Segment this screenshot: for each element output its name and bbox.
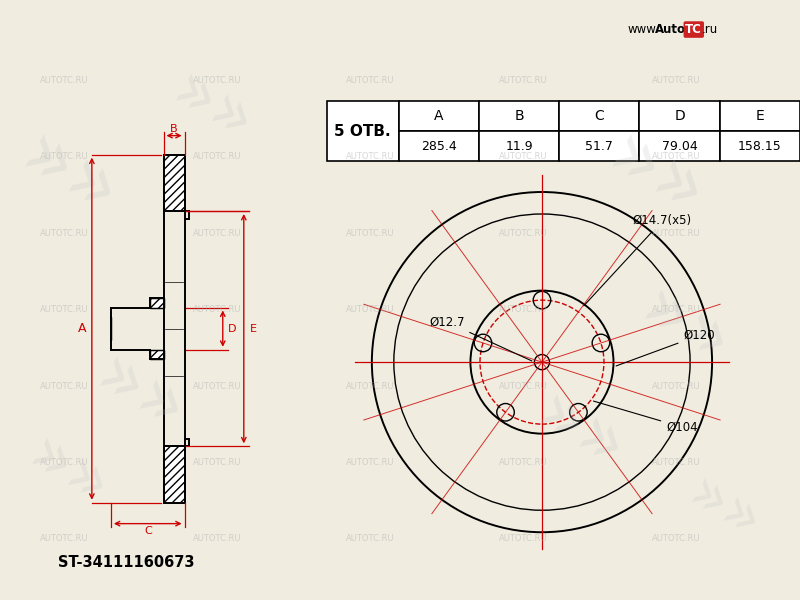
- Bar: [150, 298, 163, 308]
- Text: AUTOTC.RU: AUTOTC.RU: [499, 458, 547, 467]
- Text: .ru: .ru: [702, 23, 718, 36]
- Text: »»: »»: [626, 273, 744, 384]
- Text: AUTOTC.RU: AUTOTC.RU: [652, 535, 700, 544]
- Text: 11.9: 11.9: [506, 140, 533, 153]
- Text: 5 ОТВ.: 5 ОТВ.: [334, 124, 391, 139]
- Text: www.: www.: [628, 23, 659, 36]
- Text: AUTOTC.RU: AUTOTC.RU: [499, 152, 547, 161]
- Text: E: E: [755, 109, 764, 123]
- Text: AUTOTC.RU: AUTOTC.RU: [40, 152, 89, 161]
- Text: ST-34111160673: ST-34111160673: [58, 556, 194, 571]
- Text: 51.7: 51.7: [586, 140, 614, 153]
- Text: Ø12.7: Ø12.7: [430, 316, 532, 361]
- Text: Ø14.7(x5): Ø14.7(x5): [584, 214, 692, 306]
- Text: A: A: [78, 322, 86, 335]
- Bar: [327, 101, 398, 161]
- Text: »»: »»: [522, 379, 639, 489]
- Text: AUTOTC.RU: AUTOTC.RU: [193, 458, 242, 467]
- Text: AUTOTC.RU: AUTOTC.RU: [40, 229, 89, 238]
- Text: Ø120: Ø120: [616, 329, 715, 366]
- Bar: [479, 131, 559, 161]
- Text: AUTOTC.RU: AUTOTC.RU: [652, 152, 700, 161]
- Text: AUTOTC.RU: AUTOTC.RU: [499, 305, 547, 314]
- Text: AUTOTC.RU: AUTOTC.RU: [499, 229, 547, 238]
- Bar: [150, 298, 163, 308]
- Text: AUTOTC.RU: AUTOTC.RU: [346, 382, 394, 391]
- Text: D: D: [228, 323, 237, 334]
- Text: B: B: [514, 109, 524, 123]
- Text: AUTOTC.RU: AUTOTC.RU: [652, 305, 700, 314]
- Text: AUTOTC.RU: AUTOTC.RU: [652, 229, 700, 238]
- Text: D: D: [674, 109, 685, 123]
- Text: Ø104: Ø104: [594, 401, 698, 434]
- Bar: [720, 131, 800, 161]
- Text: 285.4: 285.4: [421, 140, 457, 153]
- Text: AUTOTC.RU: AUTOTC.RU: [193, 76, 242, 85]
- Text: C: C: [594, 109, 604, 123]
- Text: 79.04: 79.04: [662, 140, 698, 153]
- Bar: [150, 350, 163, 359]
- Text: AUTOTC.RU: AUTOTC.RU: [193, 382, 242, 391]
- Text: AUTOTC.RU: AUTOTC.RU: [40, 76, 89, 85]
- Text: 158.15: 158.15: [738, 140, 782, 153]
- Text: A: A: [434, 109, 443, 123]
- Text: C: C: [144, 526, 152, 536]
- Bar: [559, 131, 639, 161]
- Text: AUTOTC.RU: AUTOTC.RU: [40, 382, 89, 391]
- Text: AUTOTC.RU: AUTOTC.RU: [193, 535, 242, 544]
- Bar: [639, 101, 720, 131]
- Text: AUTOTC.RU: AUTOTC.RU: [499, 382, 547, 391]
- Text: AUTOTC.RU: AUTOTC.RU: [499, 76, 547, 85]
- Bar: [163, 155, 185, 211]
- Bar: [150, 350, 163, 359]
- Text: »»: »»: [15, 422, 122, 522]
- Text: AUTOTC.RU: AUTOTC.RU: [346, 152, 394, 161]
- Text: »»: »»: [82, 340, 199, 451]
- Text: »»: »»: [675, 465, 772, 556]
- Text: AUTOTC.RU: AUTOTC.RU: [40, 535, 89, 544]
- Text: Auto: Auto: [654, 23, 686, 36]
- Text: »»: »»: [592, 115, 721, 236]
- Text: AUTOTC.RU: AUTOTC.RU: [346, 535, 394, 544]
- Text: AUTOTC.RU: AUTOTC.RU: [193, 229, 242, 238]
- Bar: [398, 131, 479, 161]
- Text: AUTOTC.RU: AUTOTC.RU: [193, 152, 242, 161]
- Bar: [720, 101, 800, 131]
- Text: AUTOTC.RU: AUTOTC.RU: [346, 76, 394, 85]
- Text: AUTOTC.RU: AUTOTC.RU: [346, 458, 394, 467]
- Bar: [163, 446, 185, 503]
- Text: AUTOTC.RU: AUTOTC.RU: [193, 305, 242, 314]
- Text: B: B: [170, 124, 178, 134]
- Bar: [163, 446, 185, 503]
- Text: AUTOTC.RU: AUTOTC.RU: [346, 305, 394, 314]
- Bar: [163, 155, 185, 211]
- Text: AUTOTC.RU: AUTOTC.RU: [346, 229, 394, 238]
- Text: AUTOTC.RU: AUTOTC.RU: [40, 458, 89, 467]
- Bar: [479, 101, 559, 131]
- Text: »»: »»: [158, 59, 266, 159]
- Text: AUTOTC.RU: AUTOTC.RU: [652, 458, 700, 467]
- Bar: [559, 101, 639, 131]
- Text: AUTOTC.RU: AUTOTC.RU: [652, 382, 700, 391]
- Text: TC: TC: [686, 23, 702, 36]
- Text: AUTOTC.RU: AUTOTC.RU: [652, 76, 700, 85]
- Text: AUTOTC.RU: AUTOTC.RU: [499, 535, 547, 544]
- Bar: [398, 101, 479, 131]
- Text: »»: »»: [5, 115, 134, 236]
- Bar: [639, 131, 720, 161]
- Text: E: E: [250, 323, 257, 334]
- Text: AUTOTC.RU: AUTOTC.RU: [40, 305, 89, 314]
